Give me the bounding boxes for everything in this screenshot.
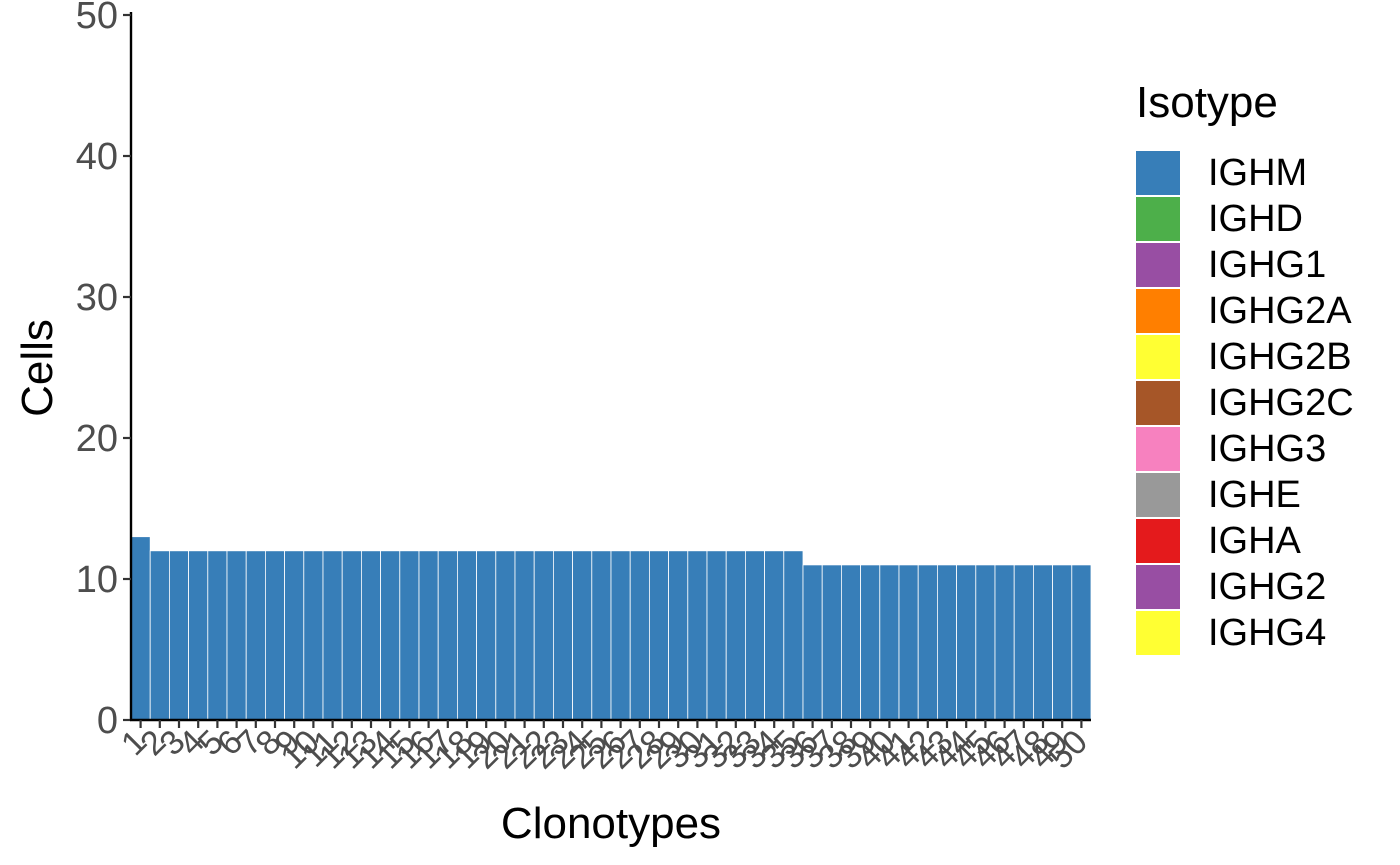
bar-6 (226, 550, 247, 721)
bar-45 (975, 564, 996, 721)
legend-item-ighm: IGHM (1136, 150, 1307, 196)
bar-17 (437, 550, 458, 721)
bar-27 (629, 550, 650, 721)
bar-3 (168, 550, 189, 721)
legend-item-ighd: IGHD (1136, 196, 1303, 242)
bar-21 (514, 550, 535, 721)
bar-43 (937, 564, 958, 721)
bar-46 (994, 564, 1015, 721)
legend-item-ighe: IGHE (1136, 472, 1301, 518)
bar-37 (821, 564, 842, 721)
legend-swatch (1136, 565, 1180, 609)
bar-50 (1071, 564, 1092, 721)
y-tick-label-10: 10 (76, 559, 118, 601)
legend-item-ighg2: IGHG2 (1136, 564, 1326, 610)
legend-label: IGHG2 (1208, 566, 1327, 608)
legend-swatch (1136, 611, 1180, 655)
bar-25 (591, 550, 612, 721)
legend-label: IGHA (1208, 520, 1301, 562)
y-axis-label: Cells (13, 319, 62, 417)
legend-label: IGHG2C (1208, 382, 1354, 424)
bar-11 (322, 550, 343, 721)
bar-26 (610, 550, 631, 721)
legend-swatch (1136, 473, 1180, 517)
y-tick-label-0: 0 (97, 700, 118, 742)
bar-15 (399, 550, 420, 721)
bar-35 (783, 550, 804, 721)
bar-47 (1013, 564, 1034, 721)
legend-item-ighg3: IGHG3 (1136, 426, 1326, 472)
bar-4 (188, 550, 209, 721)
bar-34 (764, 550, 785, 721)
bar-42 (917, 564, 938, 721)
x-axis: 1234567891011121314151617181920212223242… (114, 718, 1095, 776)
bar-28 (649, 550, 670, 721)
legend-label: IGHM (1208, 152, 1308, 194)
bar-23 (553, 550, 574, 721)
legend-label: IGHD (1208, 198, 1303, 240)
bars-group (130, 536, 1092, 721)
x-axis-label: Clonotypes (501, 799, 721, 848)
bar-5 (207, 550, 228, 721)
legend-swatch (1136, 243, 1180, 287)
legend-label: IGHG1 (1208, 244, 1327, 286)
bar-7 (245, 550, 266, 721)
y-tick-label-20: 20 (76, 418, 118, 460)
bar-40 (879, 564, 900, 721)
bar-10 (303, 550, 324, 721)
bar-18 (456, 550, 477, 721)
legend-items: IGHM IGHD IGHG1 IGHG2A IGHG2B IGHG2C IGHG3 IGHE… (1136, 150, 1354, 656)
legend-swatch (1136, 151, 1180, 195)
legend-item-ighg2c: IGHG2C (1136, 380, 1354, 426)
legend-swatch (1136, 197, 1180, 241)
bar-2 (149, 550, 170, 721)
bar-48 (1033, 564, 1054, 721)
bar-19 (476, 550, 497, 721)
bar-13 (360, 550, 381, 721)
legend-label: IGHG2A (1208, 290, 1352, 332)
bar-36 (802, 564, 823, 721)
bar-49 (1052, 564, 1073, 721)
bar-1 (130, 536, 151, 721)
legend-item-ighg2b: IGHG2B (1136, 334, 1352, 380)
y-tick-label-50: 50 (76, 0, 118, 37)
y-tick-label-30: 30 (76, 277, 118, 319)
legend-item-ighg4: IGHG4 (1136, 610, 1326, 656)
bar-20 (495, 550, 516, 721)
legend-item-ighg1: IGHG1 (1136, 242, 1326, 288)
bar-12 (341, 550, 362, 721)
bar-24 (572, 550, 593, 721)
legend-label: IGHG2B (1208, 336, 1352, 378)
legend-label: IGHG4 (1208, 612, 1327, 654)
bar-41 (898, 564, 919, 721)
bar-38 (841, 564, 862, 721)
legend-label: IGHE (1208, 474, 1301, 516)
bar-44 (956, 564, 977, 721)
bar-16 (418, 550, 439, 721)
bar-30 (687, 550, 708, 721)
bar-8 (264, 550, 285, 721)
legend-item-igha: IGHA (1136, 518, 1301, 564)
bar-14 (380, 550, 401, 721)
bar-29 (668, 550, 689, 721)
bar-33 (745, 550, 766, 721)
bar-22 (533, 550, 554, 721)
bar-39 (860, 564, 881, 721)
legend-title: Isotype (1136, 78, 1278, 127)
bar-9 (284, 550, 305, 721)
legend-label: IGHG3 (1208, 428, 1327, 470)
y-tick-label-40: 40 (76, 136, 118, 178)
legend-swatch (1136, 289, 1180, 333)
bar-32 (725, 550, 746, 721)
legend-swatch (1136, 427, 1180, 471)
legend: Isotype IGHM IGHD IGHG1 IGHG2A IGHG2B IGHG2C I… (1136, 78, 1354, 656)
legend-swatch (1136, 381, 1180, 425)
legend-swatch (1136, 519, 1180, 563)
legend-item-ighg2a: IGHG2A (1136, 288, 1352, 334)
y-axis: 0 10 20 30 40 50 (76, 0, 133, 742)
bar-31 (706, 550, 727, 721)
legend-swatch (1136, 335, 1180, 379)
